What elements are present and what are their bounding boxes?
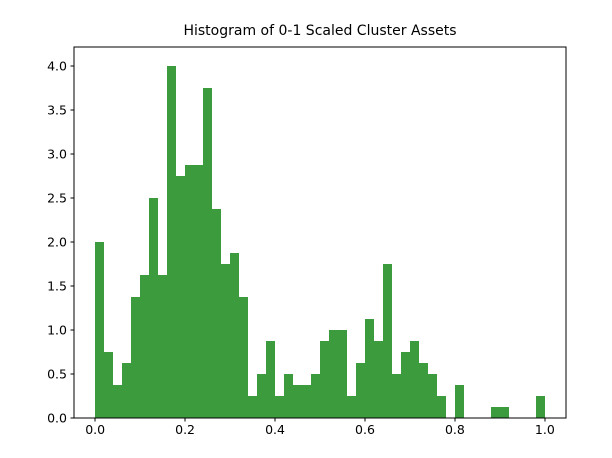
- histogram-bar: [454, 385, 464, 418]
- histogram-bar: [284, 374, 294, 418]
- histogram-bar: [212, 209, 222, 418]
- histogram-bar: [275, 396, 285, 418]
- histogram-bar: [302, 385, 311, 418]
- histogram-bar: [391, 374, 401, 418]
- histogram-bar: [490, 407, 500, 418]
- chart-title: Histogram of 0-1 Scaled Cluster Assets: [183, 23, 456, 39]
- y-tick-label: 4.0: [47, 59, 67, 74]
- plot-border: [73, 46, 567, 419]
- histogram-bar: [167, 66, 177, 418]
- y-tick-label: 0.5: [47, 367, 67, 382]
- histogram-bar: [239, 297, 249, 418]
- histogram-bar: [373, 341, 383, 418]
- histogram-bar: [400, 352, 410, 418]
- x-axis: 0.0 0.2 0.4 0.6 0.8 1.0: [85, 418, 555, 437]
- y-tick-label: 3.0: [47, 147, 67, 162]
- histogram-bar: [418, 363, 428, 418]
- histogram-bar: [230, 253, 240, 418]
- histogram-bar: [149, 198, 159, 418]
- x-tick-label: 1.0: [535, 422, 555, 437]
- histogram-bar: [427, 374, 437, 418]
- histogram-bar: [364, 319, 374, 418]
- histogram-bar: [499, 407, 509, 418]
- histogram-bar: [131, 297, 141, 418]
- histogram-bar: [382, 264, 392, 418]
- histogram-bar: [185, 165, 195, 418]
- histogram-bar: [337, 330, 347, 418]
- bars: [95, 66, 545, 418]
- histogram-bar: [257, 374, 267, 418]
- histogram-bar: [311, 374, 320, 418]
- histogram-bar: [320, 341, 329, 418]
- y-tick-label: 0.0: [47, 411, 67, 426]
- histogram-bar: [194, 165, 204, 418]
- y-tick-label: 1.0: [47, 323, 67, 338]
- histogram-bar: [346, 396, 356, 418]
- histogram-bar: [158, 275, 168, 418]
- histogram-bar: [266, 341, 276, 418]
- histogram-bar: [221, 264, 231, 418]
- histogram-bar: [293, 385, 303, 418]
- histogram-bar: [176, 176, 186, 418]
- x-tick-label: 0.4: [265, 422, 285, 437]
- y-tick-label: 1.5: [47, 279, 67, 294]
- y-tick-label: 2.0: [47, 235, 67, 250]
- histogram-bar: [104, 352, 114, 418]
- histogram-bar: [113, 385, 123, 418]
- y-tick-label: 3.5: [47, 103, 67, 118]
- histogram-bar: [355, 363, 365, 418]
- x-tick-label: 0.6: [355, 422, 375, 437]
- histogram-bar: [328, 330, 338, 418]
- histogram-bar: [140, 275, 150, 418]
- x-tick-label: 0.0: [85, 422, 105, 437]
- x-tick-label: 0.8: [445, 422, 465, 437]
- y-tick-label: 2.5: [47, 191, 67, 206]
- histogram-bar: [248, 396, 258, 418]
- histogram-bar: [436, 396, 446, 418]
- y-axis: 0.0 0.5 1.0 1.5 2.0 2.5 3.0 3.5 4.0: [47, 59, 74, 426]
- histogram-bar: [535, 396, 545, 418]
- histogram-bar: [203, 88, 213, 418]
- histogram-bar: [409, 341, 419, 418]
- histogram-bar: [122, 363, 132, 418]
- histogram-bar: [95, 242, 105, 418]
- x-tick-label: 0.2: [175, 422, 195, 437]
